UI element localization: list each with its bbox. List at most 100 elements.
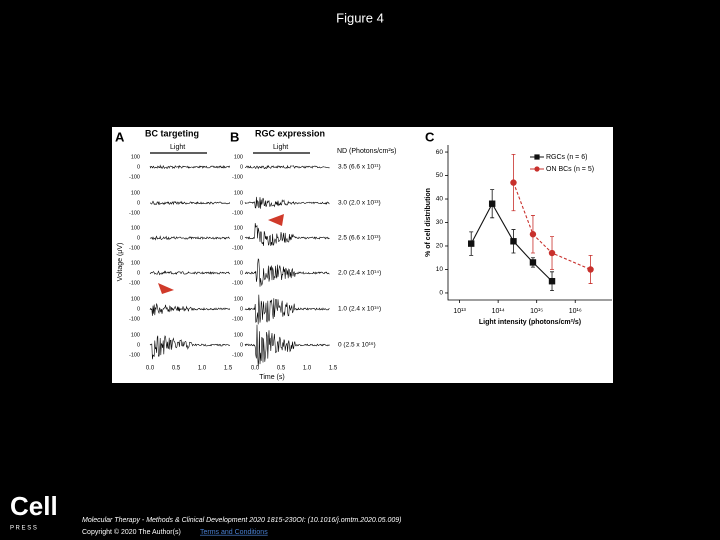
x-axis-label: Time (s) xyxy=(259,374,284,381)
time-tick-label: 1.5 xyxy=(224,366,233,372)
voltage-tick-label: -100 xyxy=(232,174,243,180)
y-tick-label: 50 xyxy=(436,172,444,179)
nd-row-label: 3.0 (2.0 x 10¹³) xyxy=(338,200,381,207)
voltage-tick-label: 0 xyxy=(240,200,243,206)
nd-row-label: 1.0 (2.4 x 10¹⁵) xyxy=(338,306,381,313)
nd-row-label: 3.5 (6.6 x 10¹¹) xyxy=(338,164,381,171)
point xyxy=(529,259,537,266)
panel-title: RGC expression xyxy=(255,128,325,138)
arrow xyxy=(158,283,174,294)
voltage-tick-label: -100 xyxy=(232,280,243,286)
voltage-tick-label: -100 xyxy=(129,210,140,216)
voltage-tick-label: 0 xyxy=(137,164,140,170)
trace xyxy=(244,258,330,287)
voltage-tick-label: -100 xyxy=(232,245,243,251)
time-tick-label: 0.0 xyxy=(251,366,260,372)
voltage-tick-label: 0 xyxy=(137,342,140,348)
nd-row-label: 0 (2.5 x 10¹⁶) xyxy=(338,342,376,349)
trace xyxy=(244,324,330,367)
voltage-tick-label: 100 xyxy=(131,154,140,160)
trace xyxy=(149,303,231,316)
time-tick-label: 0.5 xyxy=(172,366,181,372)
panel-title: BC targeting xyxy=(145,128,199,138)
point xyxy=(529,231,537,238)
voltage-tick-label: 100 xyxy=(131,296,140,302)
legend-label: ON BCs (n = 5) xyxy=(546,166,594,173)
terms-link[interactable]: Terms and Conditions xyxy=(200,529,268,536)
point xyxy=(548,278,556,285)
voltage-tick-label: -100 xyxy=(129,352,140,358)
slide-title: Figure 4 xyxy=(336,10,384,25)
voltage-tick-label: 100 xyxy=(234,190,243,196)
point xyxy=(510,238,517,245)
voltage-tick-label: -100 xyxy=(129,245,140,251)
trace xyxy=(149,235,230,241)
series-line xyxy=(512,182,591,270)
nd-row-label: 2.0 (2.4 x 10¹⁴) xyxy=(338,270,381,277)
voltage-tick-label: 100 xyxy=(234,296,243,302)
voltage-tick-label: 0 xyxy=(240,270,243,276)
y-tick-label: 60 xyxy=(436,149,444,156)
voltage-tick-label: 0 xyxy=(137,235,140,241)
trace xyxy=(149,164,231,170)
voltage-tick-label: -100 xyxy=(232,316,243,322)
y-tick-label: 20 xyxy=(436,243,444,250)
x-tick-label: 10¹⁵ xyxy=(530,308,543,315)
y-axis-label: Voltage (μV) xyxy=(117,243,124,282)
time-tick-label: 0.5 xyxy=(277,366,286,372)
x-tick-label: 10¹⁶ xyxy=(569,308,582,315)
x-tick-label: 10¹³ xyxy=(453,308,466,315)
voltage-tick-label: -100 xyxy=(129,316,140,322)
figure xyxy=(112,127,613,383)
voltage-tick-label: 100 xyxy=(234,332,243,338)
citation: Molecular Therapy - Methods & Clinical D… xyxy=(82,517,401,524)
voltage-tick-label: 100 xyxy=(234,225,243,231)
voltage-tick-label: 0 xyxy=(240,342,243,348)
nd-label: ND (Photons/cm²s) xyxy=(337,148,397,155)
y-tick-label: 30 xyxy=(436,219,444,226)
logo: Cell xyxy=(10,491,58,521)
trace xyxy=(149,335,231,360)
voltage-tick-label: -100 xyxy=(129,174,140,180)
light-label: Light xyxy=(170,144,185,151)
voltage-tick-label: -100 xyxy=(129,280,140,286)
point xyxy=(548,249,556,257)
nd-row-label: 2.5 (6.6 x 10¹³) xyxy=(338,235,381,242)
trace xyxy=(244,196,330,209)
voltage-tick-label: -100 xyxy=(232,352,243,358)
light-label: Light xyxy=(273,144,288,151)
voltage-tick-label: 0 xyxy=(137,306,140,312)
copyright: Copyright © 2020 The Author(s) xyxy=(82,528,181,536)
time-tick-label: 1.0 xyxy=(198,366,207,372)
axis xyxy=(447,145,612,301)
voltage-tick-label: 100 xyxy=(131,190,140,196)
x-tick-label: 10¹⁴ xyxy=(492,308,505,315)
point xyxy=(468,240,475,247)
arrow xyxy=(268,214,284,226)
legend-marker xyxy=(534,154,540,160)
point xyxy=(510,179,517,186)
voltage-tick-label: 100 xyxy=(131,332,140,338)
voltage-tick-label: 0 xyxy=(137,270,140,276)
panel-letter: B xyxy=(230,129,239,144)
point xyxy=(488,200,496,207)
trace xyxy=(149,200,231,206)
trace xyxy=(245,164,330,170)
trace xyxy=(244,223,330,247)
panel-letter: A xyxy=(115,129,125,144)
x-axis-label: Light intensity (photons/cm²/s) xyxy=(479,319,581,326)
voltage-tick-label: 0 xyxy=(240,306,243,312)
voltage-tick-label: 100 xyxy=(234,154,243,160)
y-tick-label: 40 xyxy=(436,196,444,203)
legend-label: RGCs (n = 6) xyxy=(546,154,587,161)
y-tick-label: 10 xyxy=(436,266,444,273)
time-tick-label: 0.0 xyxy=(146,366,155,372)
voltage-tick-label: 0 xyxy=(240,235,243,241)
panel-letter: C xyxy=(425,129,435,144)
voltage-tick-label: -100 xyxy=(232,210,243,216)
trace xyxy=(244,294,330,325)
time-tick-label: 1.5 xyxy=(329,366,338,372)
legend-marker xyxy=(534,166,540,172)
